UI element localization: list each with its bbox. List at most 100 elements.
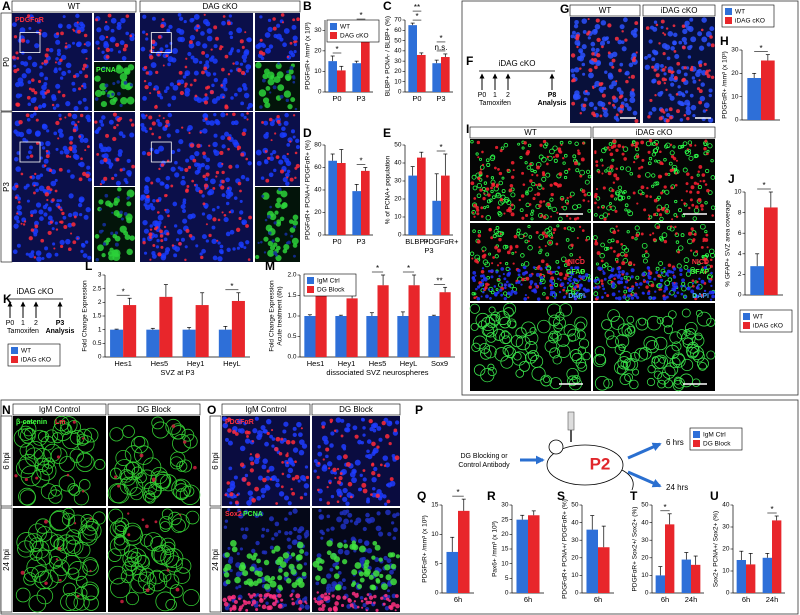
cell: [241, 527, 244, 530]
cell: [357, 606, 360, 609]
cell: [682, 37, 687, 42]
cell: [360, 596, 364, 600]
cell: [222, 211, 224, 213]
y-tick-label: 0.5: [92, 340, 101, 347]
cell: [684, 100, 690, 106]
cell: [691, 204, 694, 207]
significance-label: *: [359, 157, 362, 166]
cell: [551, 282, 554, 285]
cell: [554, 294, 557, 297]
cell: [660, 276, 662, 278]
cell: [253, 580, 259, 586]
significance-label: *: [439, 143, 442, 152]
cell: [482, 250, 484, 252]
cell: [247, 431, 251, 435]
cell: [59, 25, 62, 28]
bar: [598, 547, 610, 593]
cell: [184, 20, 187, 23]
panel-letter: L: [85, 259, 92, 273]
cell: [277, 585, 282, 590]
cell: [699, 60, 703, 64]
cell: [531, 174, 533, 176]
cell: [582, 199, 585, 202]
x-tick-label: Hes5: [369, 359, 387, 368]
day-label: P0: [478, 92, 487, 99]
legend-label: iDAG cKO: [21, 357, 51, 364]
panel-letter: J: [728, 172, 735, 186]
cell: [701, 246, 704, 249]
cell: [85, 41, 91, 47]
cell: [560, 282, 564, 286]
bar: [337, 163, 346, 235]
cell: [67, 70, 71, 74]
cell: [529, 286, 532, 289]
cell: [318, 607, 322, 611]
cell: [262, 605, 267, 610]
stain-label: PDGFαR: [225, 419, 254, 426]
cell: [330, 419, 334, 423]
cell: [373, 422, 378, 427]
cell: [28, 150, 32, 154]
cell: [155, 71, 158, 74]
cell: [238, 241, 243, 246]
cell: [235, 164, 239, 168]
cell: [229, 211, 231, 213]
cell: [101, 51, 104, 54]
cell: [254, 487, 259, 492]
stain-label: GFAP: [690, 269, 709, 276]
cell: [327, 461, 332, 466]
cell: [195, 244, 198, 247]
panel-letter: G: [560, 2, 569, 16]
cell: [96, 153, 99, 156]
cell: [691, 66, 694, 69]
cell: [227, 547, 230, 550]
cell: [384, 564, 390, 570]
cell: [476, 212, 479, 215]
cell: [234, 577, 241, 584]
cell: [647, 115, 650, 118]
cell: [166, 232, 169, 235]
cell: [296, 564, 302, 570]
cell: [691, 185, 695, 189]
cell: [624, 38, 627, 41]
cell: [544, 234, 548, 238]
significance-label: *: [359, 11, 362, 20]
cell: [178, 139, 183, 144]
cell: [555, 154, 559, 158]
cell: [357, 440, 362, 445]
cell: [588, 18, 590, 20]
cell: [497, 168, 500, 171]
cell: [481, 270, 485, 274]
cell: [295, 152, 298, 155]
cell: [245, 527, 249, 531]
cell: [115, 43, 119, 47]
y-axis-label: Fold Change Expression: [82, 280, 89, 352]
cell: [193, 58, 199, 64]
cell: [634, 21, 638, 25]
cell: [141, 126, 147, 132]
cell: [642, 272, 646, 276]
cell: [115, 243, 119, 247]
day-label: 1: [21, 320, 25, 327]
legend-swatch: [307, 286, 314, 293]
cell: [576, 34, 580, 38]
cell: [292, 508, 297, 513]
cell: [355, 517, 361, 523]
x-tick-label: P3: [436, 94, 445, 103]
cell: [525, 277, 529, 281]
treatment-label: Tamoxifen: [7, 328, 39, 335]
cell: [671, 271, 674, 274]
cell: [628, 261, 632, 265]
cell: [101, 115, 105, 119]
cell: [110, 98, 117, 105]
cell: [79, 71, 82, 74]
cell: [640, 141, 644, 145]
cell: [106, 48, 110, 52]
cell: [253, 553, 257, 557]
cell: [201, 163, 205, 167]
cell: [711, 295, 715, 299]
cell: [217, 241, 220, 244]
cell: [272, 594, 276, 598]
cell: [298, 432, 303, 437]
cell: [588, 68, 592, 72]
